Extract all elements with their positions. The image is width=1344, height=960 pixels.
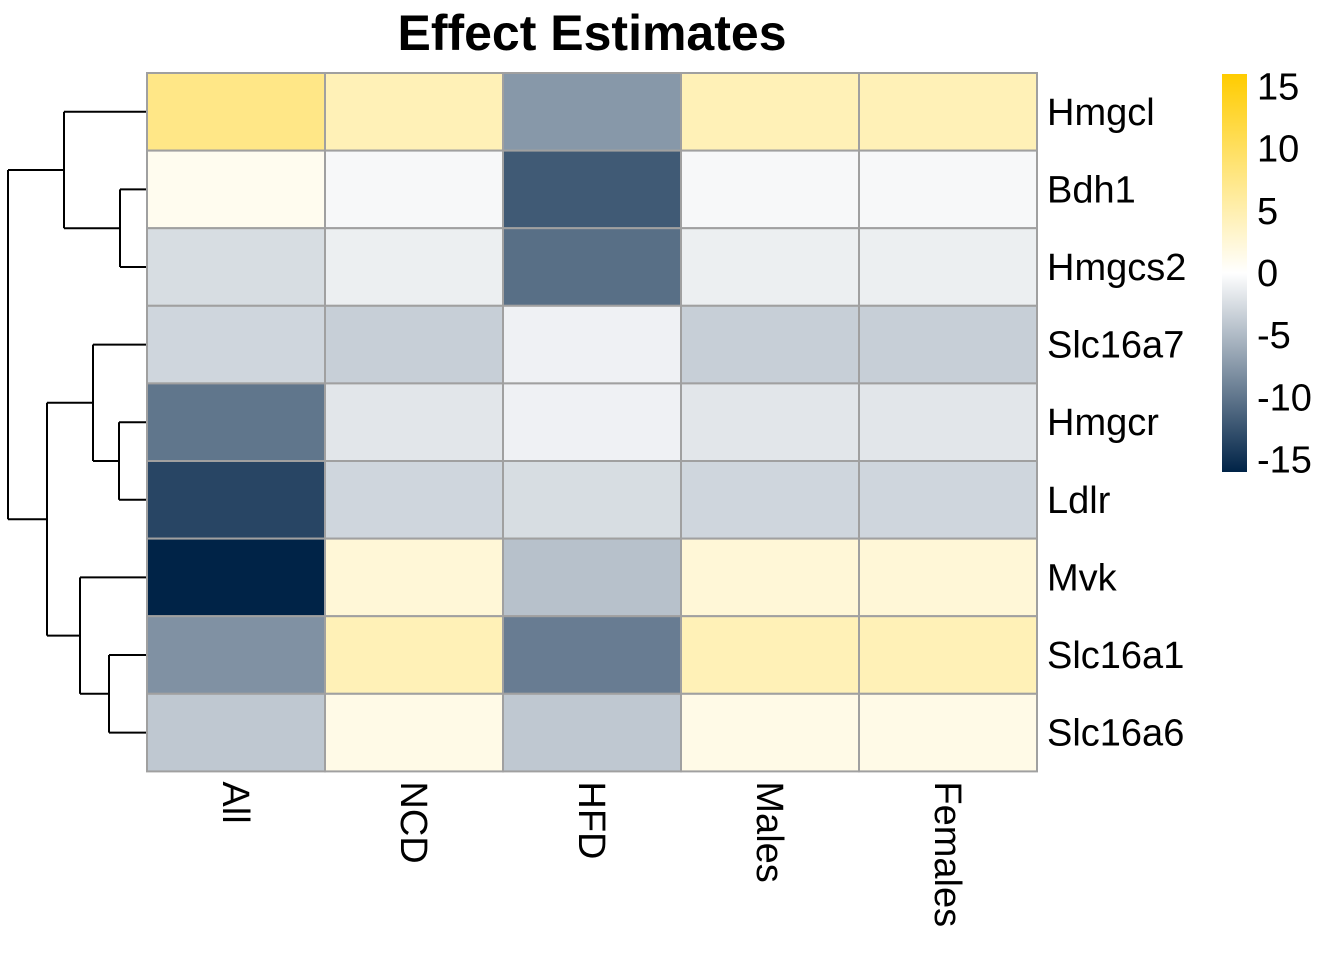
legend-tick-label: 0 [1257,253,1278,295]
row-label-hmgcl: Hmgcl [1047,92,1155,134]
heatmap-cell-bdh1-all [146,149,326,230]
heatmap-cell-slc16a1-ncd [324,615,504,695]
row-label-slc16a1: Slc16a1 [1047,635,1184,677]
color-scale-bar [1222,74,1247,472]
heatmap-cell-slc16a7-hfd [502,304,682,385]
heatmap-cell-hmgcl-males [680,72,860,152]
heatmap-cell-bdh1-females [858,149,1038,230]
heatmap-cell-mvk-ncd [324,537,504,618]
heatmap-cell-hmgcs2-all [146,227,326,307]
row-label-hmgcr: Hmgcr [1047,402,1159,444]
heatmap-cell-hmgcs2-ncd [324,227,504,307]
legend-tick-label: -15 [1257,440,1312,482]
heatmap-cell-slc16a1-females [858,615,1038,695]
heatmap-cell-hmgcs2-males [680,227,860,307]
heatmap-cells [146,72,1038,773]
heatmap-cell-bdh1-males [680,149,860,230]
heatmap-cell-slc16a7-ncd [324,304,504,385]
heatmap-cell-slc16a6-ncd [324,692,504,773]
heatmap-cell-mvk-hfd [502,537,682,618]
chart-title: Effect Estimates [397,5,786,61]
heatmap-cell-slc16a6-hfd [502,692,682,773]
column-label-all: All [214,781,256,823]
legend-tick-label: 10 [1257,129,1299,171]
row-label-hmgcs2: Hmgcs2 [1047,247,1186,289]
heatmap-cell-slc16a1-all [146,615,326,695]
heatmap-cell-slc16a6-all [146,692,326,773]
color-legend: 15 10 5 0 -5 -10 -15 [1222,66,1312,482]
heatmap-cell-slc16a6-males [680,692,860,773]
column-labels: All NCD HFD Males Females [214,781,968,927]
heatmap-cell-slc16a6-females [858,692,1038,773]
row-label-slc16a6: Slc16a6 [1047,713,1184,755]
row-label-slc16a7: Slc16a7 [1047,325,1184,367]
heatmap-cell-hmgcr-females [858,382,1038,462]
row-label-mvk: Mvk [1047,557,1118,599]
heatmap-cell-slc16a7-all [146,304,326,385]
legend-tick-label: 15 [1257,66,1299,108]
heatmap-cell-hmgcr-ncd [324,382,504,462]
heatmap-cell-hmgcr-hfd [502,382,682,462]
heatmap-cell-ldlr-hfd [502,460,682,540]
row-labels: Hmgcl Bdh1 Hmgcs2 Slc16a7 Hmgcr Ldlr Mvk Slc16a… [1047,92,1186,755]
legend-tick-label: -5 [1257,315,1291,357]
heatmap-cell-hmgcs2-females [858,227,1038,307]
legend-tick-label: -10 [1257,377,1312,419]
heatmap-cell-ldlr-ncd [324,460,504,540]
heatmap-cell-ldlr-females [858,460,1038,540]
heatmap-cell-hmgcs2-hfd [502,227,682,307]
heatmap-cell-hmgcl-hfd [502,72,682,152]
heatmap-cell-slc16a1-hfd [502,615,682,695]
heatmap-cell-mvk-females [858,537,1038,618]
heatmap-cell-slc16a7-males [680,304,860,385]
heatmap-cell-bdh1-hfd [502,149,682,230]
column-label-hfd: HFD [570,781,612,859]
row-label-ldlr: Ldlr [1047,480,1111,522]
heatmap-cell-slc16a7-females [858,304,1038,385]
heatmap-cell-hmgcl-ncd [324,72,504,152]
heatmap-cell-mvk-males [680,537,860,618]
heatmap-cell-ldlr-males [680,460,860,540]
column-label-males: Males [748,781,790,882]
heatmap-cell-hmgcr-all [146,382,326,462]
heatmap-cell-hmgcr-males [680,382,860,462]
row-dendrogram [7,110,147,734]
row-label-bdh1: Bdh1 [1047,169,1136,211]
column-label-females: Females [926,781,968,927]
column-label-ncd: NCD [392,781,434,863]
legend-tick-label: 5 [1257,191,1278,233]
heatmap-cell-slc16a1-males [680,615,860,695]
heatmap-cell-ldlr-all [146,460,326,540]
heatmap-cell-mvk-all [146,537,326,618]
heatmap-cell-bdh1-ncd [324,149,504,230]
heatmap-cell-hmgcl-all [146,72,326,152]
heatmap-cell-hmgcl-females [858,72,1038,152]
